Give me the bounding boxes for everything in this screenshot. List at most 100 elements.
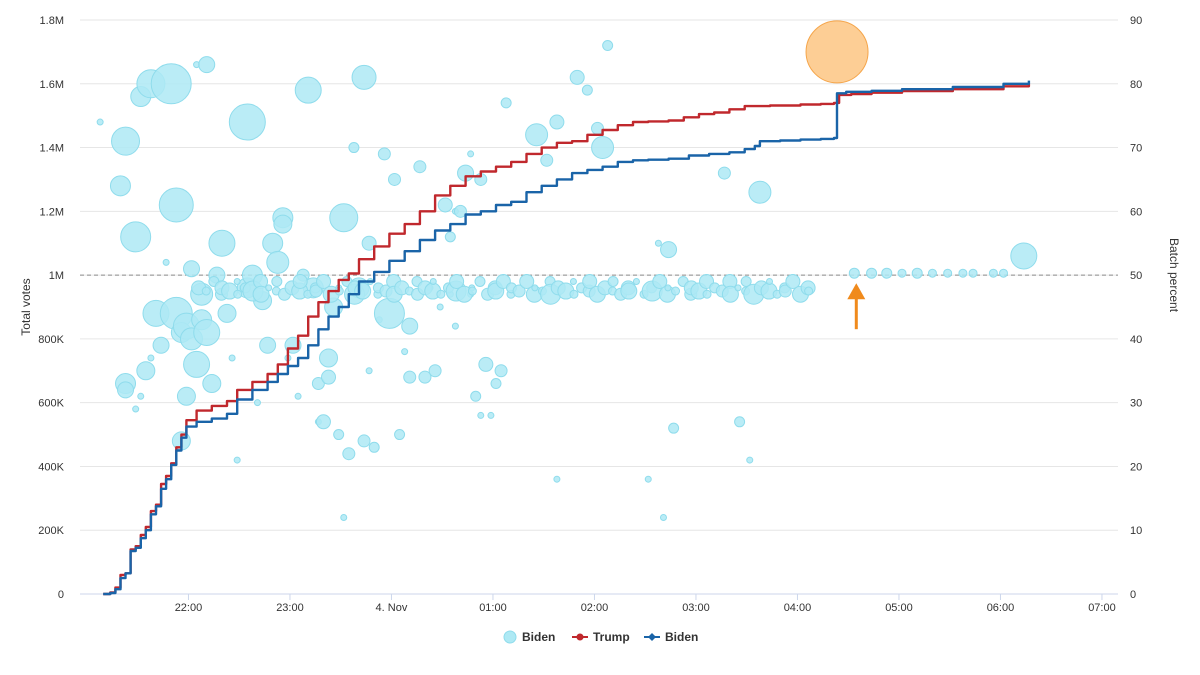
y-left-tick-label: 400K xyxy=(38,461,64,473)
bubble-point xyxy=(348,142,360,154)
bubble-point xyxy=(1010,242,1038,270)
bubble-point-cluster xyxy=(702,289,712,299)
bubble-point xyxy=(319,348,339,368)
bubble-point xyxy=(198,56,216,74)
legend-item-trump[interactable]: Trump xyxy=(572,630,630,644)
y-right-tick-label: 20 xyxy=(1130,461,1142,473)
bubble-point-cluster xyxy=(866,267,878,279)
y-right-tick-label: 70 xyxy=(1130,143,1142,155)
bubble-point xyxy=(591,136,615,160)
y-axis-right-ticks: 0 10 20 30 40 50 60 70 80 90 xyxy=(1130,15,1142,601)
bubble-point xyxy=(549,114,565,130)
bubble-point-cluster xyxy=(999,268,1008,278)
bubble-point-cluster xyxy=(607,275,619,287)
bubble-point xyxy=(333,429,345,441)
y-right-tick-label: 0 xyxy=(1130,589,1136,601)
bubble-point xyxy=(660,241,678,259)
bubble-point-cluster xyxy=(316,273,332,289)
bubble-point xyxy=(357,434,371,448)
bubble-point xyxy=(401,317,419,335)
bubble-point xyxy=(368,441,380,453)
bubble-point xyxy=(228,354,236,362)
bubble-point xyxy=(183,260,200,278)
bubble-point-cluster xyxy=(848,267,860,279)
x-tick-label: 05:00 xyxy=(885,602,913,614)
bubble-point-cluster xyxy=(988,268,998,278)
bubble-point-cluster xyxy=(265,284,273,292)
bubble-point xyxy=(176,386,196,406)
bubble-point-cluster xyxy=(620,282,638,300)
y-left-tick-label: 200K xyxy=(38,525,64,537)
bubble-point-cluster xyxy=(512,284,526,298)
y-left-tick-label: 1.8M xyxy=(40,15,64,27)
bubble-point-cluster xyxy=(252,285,270,303)
bubble-point xyxy=(490,378,502,390)
bubble-point xyxy=(418,370,432,384)
bubble-point xyxy=(315,414,331,430)
bubble-point-cluster xyxy=(734,284,742,292)
bubble-point xyxy=(158,187,194,223)
bubble-point xyxy=(451,322,459,330)
bubble-point xyxy=(217,303,237,323)
bubble-point xyxy=(487,411,495,419)
legend-label-trump: Trump xyxy=(593,630,630,644)
bubble-point-cluster xyxy=(271,275,283,287)
y-left-tick-label: 1.2M xyxy=(40,206,64,218)
bubble-point xyxy=(351,64,377,90)
bubble-point-cluster xyxy=(740,275,752,287)
bubble-point-cluster xyxy=(531,284,539,292)
line-series xyxy=(103,80,1031,596)
bubble-point xyxy=(494,364,508,378)
bubble-point xyxy=(734,416,746,428)
x-tick-label: 01:00 xyxy=(479,602,507,614)
y-right-tick-label: 80 xyxy=(1130,79,1142,91)
bubble-point-cluster xyxy=(721,285,739,303)
bubble-point-cluster xyxy=(519,273,535,289)
bubble-point xyxy=(436,303,444,311)
x-tick-label: 07:00 xyxy=(1088,602,1116,614)
legend-label-biden-line: Biden xyxy=(665,630,698,644)
x-tick-label: 02:00 xyxy=(581,602,609,614)
bubble-point-cluster xyxy=(354,282,372,300)
y-left-tick-label: 600K xyxy=(38,398,64,410)
legend-item-biden-bubble[interactable]: Biden xyxy=(503,630,555,644)
bubble-point-cluster xyxy=(632,277,640,285)
bubble-point-cluster xyxy=(785,273,801,289)
legend-biden-marker-icon xyxy=(648,633,656,641)
bubble-point xyxy=(342,447,356,461)
bubble-point xyxy=(444,231,456,243)
legend-label-biden-bubble: Biden xyxy=(522,630,555,644)
bubble-point xyxy=(117,381,135,399)
x-tick-label: 06:00 xyxy=(987,602,1015,614)
legend: Biden Trump Biden xyxy=(503,630,698,644)
legend-item-biden-line[interactable]: Biden xyxy=(644,630,698,644)
y-axis-left-title: Total votes xyxy=(19,278,33,335)
bubble-point xyxy=(478,356,494,372)
x-axis-ticks: 22:00 23:00 4. Nov 01:00 02:00 03:00 04:00 05:0… xyxy=(175,594,1116,614)
bubble-point-cluster xyxy=(897,268,907,278)
bubble-point xyxy=(162,258,170,266)
bubble-point xyxy=(136,361,156,381)
y-right-tick-label: 40 xyxy=(1130,334,1142,346)
highlighted-bubble xyxy=(805,20,869,84)
bubble-series xyxy=(96,20,1038,521)
bubble-point xyxy=(403,370,417,384)
y-left-tick-label: 1M xyxy=(49,270,64,282)
x-tick-label: 22:00 xyxy=(175,602,203,614)
bubble-point xyxy=(654,239,662,247)
bubble-point xyxy=(437,197,453,213)
bubble-point xyxy=(273,214,293,234)
bubble-point xyxy=(553,475,561,483)
bubble-point xyxy=(581,84,593,96)
y-right-tick-label: 90 xyxy=(1130,15,1142,27)
bubble-point xyxy=(394,429,406,441)
bubble-point-cluster xyxy=(943,268,953,278)
bubble-point-cluster xyxy=(958,268,968,278)
y-right-tick-label: 60 xyxy=(1130,206,1142,218)
bubble-point xyxy=(453,204,467,218)
bubble-point xyxy=(365,367,373,375)
bubble-point xyxy=(467,150,475,158)
bubble-point xyxy=(525,123,549,147)
bubble-point-cluster xyxy=(436,289,446,299)
